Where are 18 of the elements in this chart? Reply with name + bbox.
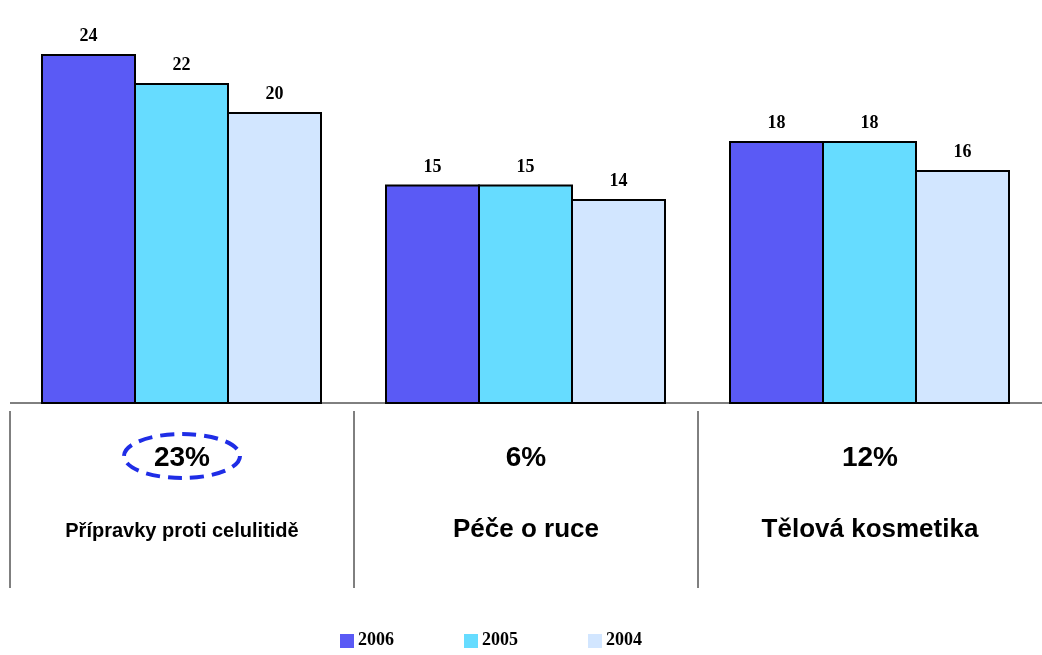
legend-label: 2005 [482,629,518,649]
data-label: 15 [423,155,442,176]
data-label: 18 [860,112,879,132]
data-label: 14 [609,170,628,190]
text: 23% [153,441,211,472]
data-label: 22 [172,54,191,74]
legend-label: 2004 [606,629,642,649]
data-label: 24 [79,25,98,45]
data-label: 20 [265,83,284,103]
legend-label: 2006 [358,629,394,649]
text: 12% [841,441,899,472]
data-label: 15 [516,155,535,176]
x-tick-label: Přípravky proti celulitidě [65,519,299,541]
data-label: 16 [953,141,972,161]
text: 6% [505,441,547,472]
x-tick-label: Tělová kosmetika [761,513,979,543]
x-tick-label: Péče o ruce [453,513,599,543]
data-label: 18 [767,112,786,132]
